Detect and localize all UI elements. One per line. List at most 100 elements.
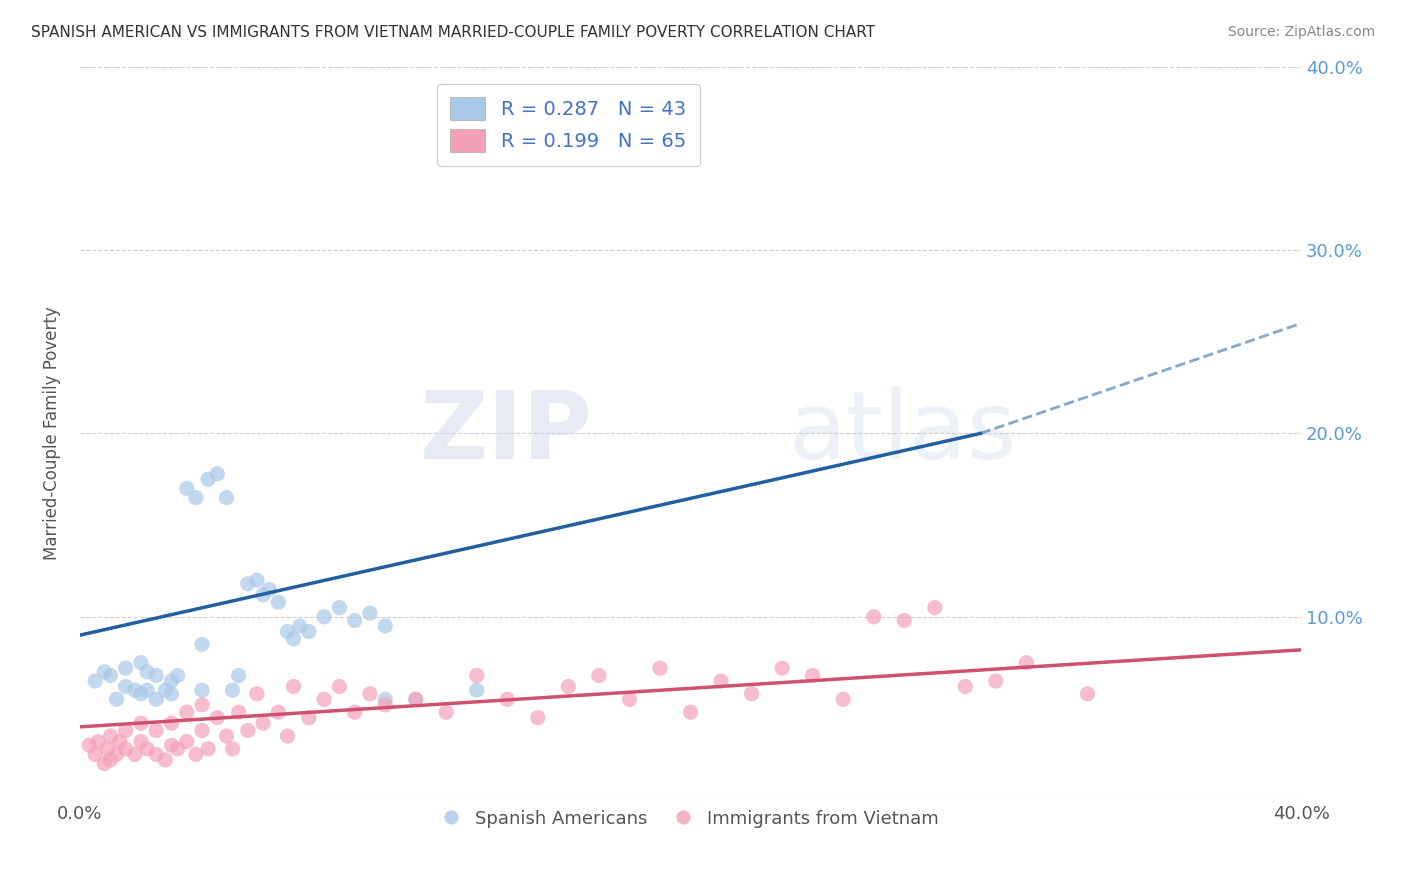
Point xyxy=(374,619,396,633)
Point xyxy=(283,632,305,646)
Point xyxy=(801,668,824,682)
Point xyxy=(184,747,207,762)
Point xyxy=(93,665,115,679)
Point xyxy=(374,692,396,706)
Point xyxy=(557,680,579,694)
Text: atlas: atlas xyxy=(789,387,1017,479)
Point xyxy=(276,624,298,639)
Point xyxy=(252,716,274,731)
Point xyxy=(84,673,107,688)
Point xyxy=(434,705,457,719)
Point xyxy=(136,665,159,679)
Point xyxy=(314,609,336,624)
Point xyxy=(155,683,177,698)
Point xyxy=(267,705,290,719)
Point xyxy=(770,661,793,675)
Y-axis label: Married-Couple Family Poverty: Married-Couple Family Poverty xyxy=(44,307,60,560)
Point xyxy=(283,680,305,694)
Point xyxy=(93,756,115,771)
Point xyxy=(160,687,183,701)
Point xyxy=(221,683,243,698)
Text: SPANISH AMERICAN VS IMMIGRANTS FROM VIETNAM MARRIED-COUPLE FAMILY POVERTY CORREL: SPANISH AMERICAN VS IMMIGRANTS FROM VIET… xyxy=(31,25,875,40)
Point xyxy=(619,692,641,706)
Point xyxy=(160,716,183,731)
Point xyxy=(100,729,122,743)
Point xyxy=(129,716,152,731)
Point xyxy=(1076,687,1098,701)
Point xyxy=(228,705,250,719)
Point xyxy=(955,680,977,694)
Point xyxy=(87,734,110,748)
Point xyxy=(129,734,152,748)
Point xyxy=(527,711,550,725)
Point xyxy=(648,661,671,675)
Point xyxy=(100,668,122,682)
Point xyxy=(343,614,366,628)
Point xyxy=(862,609,884,624)
Point xyxy=(160,673,183,688)
Point xyxy=(298,624,321,639)
Point xyxy=(191,723,214,738)
Point xyxy=(1015,656,1038,670)
Point xyxy=(893,614,915,628)
Point xyxy=(496,692,519,706)
Point xyxy=(343,705,366,719)
Point xyxy=(176,705,198,719)
Point xyxy=(276,729,298,743)
Point xyxy=(221,742,243,756)
Point xyxy=(465,683,488,698)
Point xyxy=(129,687,152,701)
Point xyxy=(108,734,131,748)
Point xyxy=(215,729,238,743)
Point xyxy=(197,472,219,486)
Point xyxy=(359,606,381,620)
Point xyxy=(105,692,128,706)
Point xyxy=(207,711,229,725)
Point xyxy=(145,747,167,762)
Point xyxy=(252,588,274,602)
Point xyxy=(114,680,136,694)
Point xyxy=(136,683,159,698)
Point xyxy=(679,705,702,719)
Point xyxy=(741,687,763,701)
Point xyxy=(298,711,321,725)
Point xyxy=(984,673,1007,688)
Point xyxy=(328,600,350,615)
Legend: Spanish Americans, Immigrants from Vietnam: Spanish Americans, Immigrants from Vietn… xyxy=(436,803,946,835)
Point xyxy=(114,661,136,675)
Point xyxy=(176,734,198,748)
Point xyxy=(114,742,136,756)
Point xyxy=(184,491,207,505)
Point xyxy=(405,692,427,706)
Point xyxy=(166,742,188,756)
Point xyxy=(129,656,152,670)
Point xyxy=(215,491,238,505)
Point xyxy=(77,738,100,752)
Point xyxy=(832,692,855,706)
Point xyxy=(191,683,214,698)
Text: Source: ZipAtlas.com: Source: ZipAtlas.com xyxy=(1227,25,1375,39)
Point xyxy=(328,680,350,694)
Point xyxy=(405,692,427,706)
Point xyxy=(288,619,311,633)
Point xyxy=(96,742,118,756)
Point xyxy=(100,753,122,767)
Point xyxy=(191,637,214,651)
Point xyxy=(145,723,167,738)
Point xyxy=(246,687,269,701)
Point xyxy=(145,668,167,682)
Point xyxy=(166,668,188,682)
Point xyxy=(136,742,159,756)
Text: ZIP: ZIP xyxy=(420,387,593,479)
Point xyxy=(155,753,177,767)
Point xyxy=(924,600,946,615)
Point xyxy=(176,482,198,496)
Point xyxy=(145,692,167,706)
Point xyxy=(465,668,488,682)
Point xyxy=(105,747,128,762)
Point xyxy=(197,742,219,756)
Point xyxy=(257,582,280,597)
Point xyxy=(267,595,290,609)
Point xyxy=(124,683,146,698)
Point xyxy=(160,738,183,752)
